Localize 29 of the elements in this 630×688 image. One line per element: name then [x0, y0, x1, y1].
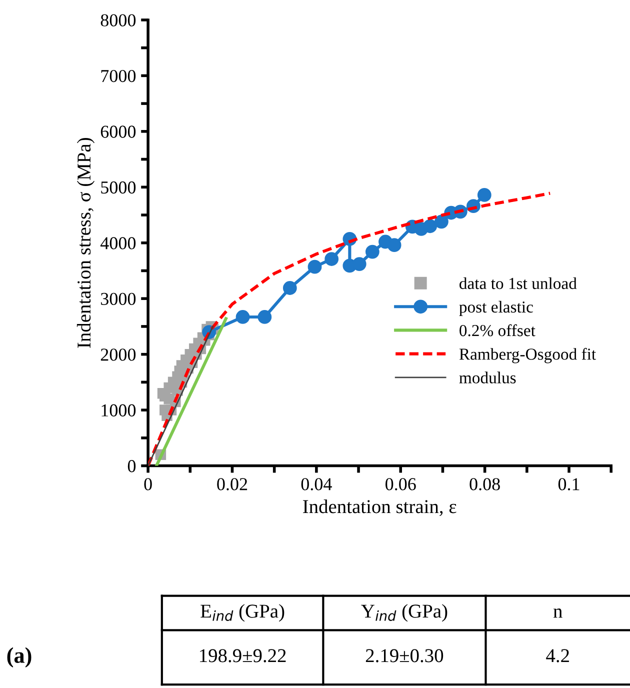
text: 198.9±9.22	[200, 649, 286, 662]
y-tick-label: 2000	[100, 348, 136, 361]
y-tick-label: 4000	[100, 237, 136, 250]
x-tick-label: 0	[144, 478, 152, 490]
x-tick-label: 0.1	[558, 478, 580, 490]
x-axis-title: Indentation strain, ε	[303, 500, 456, 516]
text: n	[553, 608, 562, 618]
text: 2.19±0.30	[366, 649, 444, 662]
y-tick-label: 0	[128, 460, 136, 472]
y-axis-title: Indentation stress, σ (MPa)	[76, 138, 95, 348]
text: 4.2	[546, 649, 569, 662]
legend-label: post elastic	[459, 300, 533, 316]
legend-label: Ramberg-Osgood fit	[459, 348, 596, 364]
y-tick-label: 8000	[100, 14, 136, 26]
y-tick-label: 3000	[100, 292, 136, 306]
x-tick-label: 0.06	[386, 478, 416, 490]
text: (a)	[7, 647, 32, 668]
legend-label: data to 1st unload	[460, 277, 577, 290]
y-tick-label: 1000	[102, 404, 136, 416]
x-tick-label: 0.04	[301, 478, 332, 490]
x-tick-label: 0.02	[217, 478, 248, 490]
y-tick-label: 5000	[101, 181, 136, 194]
text: Y$_{ind}$ (GPa)	[361, 604, 448, 622]
x-tick-label: 0.08	[470, 478, 500, 490]
text: E$_{ind}$ (GPa)	[200, 604, 284, 622]
legend-label: modulus	[459, 372, 516, 384]
y-tick-label: 7000	[101, 70, 136, 82]
y-tick-label: 6000	[100, 126, 136, 138]
legend-label: 0.2% offset	[460, 324, 536, 336]
